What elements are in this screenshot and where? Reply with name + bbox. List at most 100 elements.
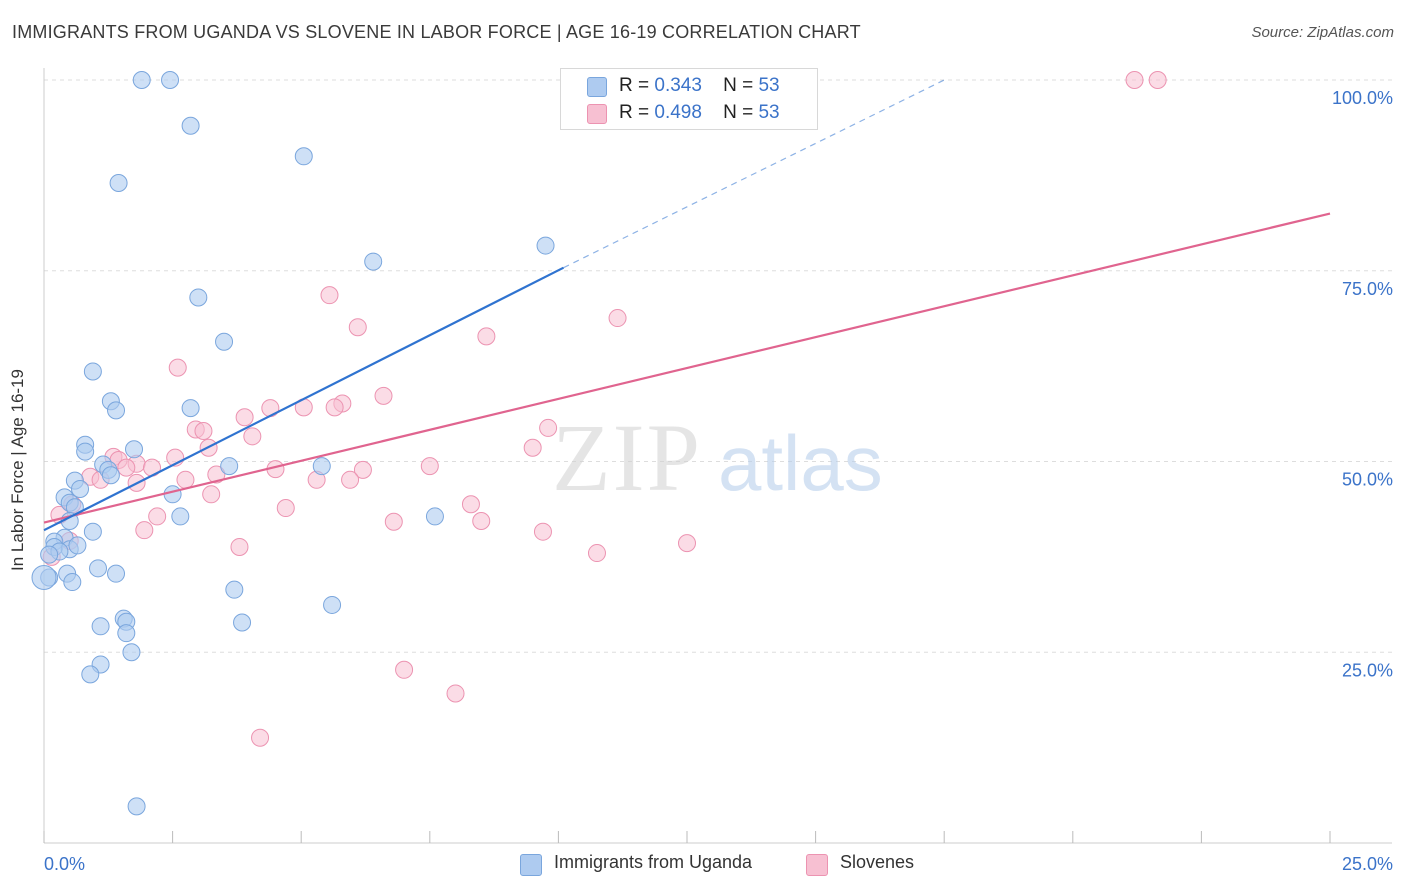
legend-swatch-blue <box>520 854 542 876</box>
data-point-uganda <box>132 71 151 89</box>
data-point-slovenes <box>117 458 136 477</box>
trend-line-uganda-extension <box>563 79 945 269</box>
data-point-uganda <box>68 536 87 555</box>
data-point-slovenes <box>341 470 360 489</box>
series-legend: Immigrants from Uganda Slovenes <box>0 852 1406 878</box>
data-point-slovenes <box>230 537 249 556</box>
data-point-slovenes <box>207 465 226 484</box>
y-tick-label: 25.0% <box>1342 660 1393 680</box>
legend-n-label: N = <box>723 75 754 96</box>
data-point-uganda <box>127 797 146 816</box>
data-point-uganda <box>76 442 95 461</box>
data-point-uganda <box>91 617 110 636</box>
data-point-slovenes <box>395 660 414 679</box>
data-point-slovenes <box>194 421 213 440</box>
data-point-uganda <box>83 362 102 381</box>
data-point-slovenes <box>461 495 480 514</box>
legend-n-label: N = <box>723 102 754 123</box>
data-point-slovenes <box>1148 71 1167 89</box>
data-point-uganda <box>122 643 141 662</box>
data-point-slovenes <box>320 286 339 305</box>
data-point-slovenes <box>523 438 542 457</box>
data-point-uganda <box>233 613 252 632</box>
legend-swatch-pink <box>806 854 828 876</box>
data-point-slovenes <box>477 327 496 346</box>
watermark-zip: ZIP <box>552 404 702 511</box>
legend-n-value: 53 <box>758 75 780 96</box>
uganda-points <box>31 71 555 816</box>
data-point-uganda <box>536 236 555 255</box>
data-point-uganda <box>63 573 82 592</box>
data-point-uganda <box>189 288 208 307</box>
source-credit: Source: ZipAtlas.com <box>1251 24 1394 41</box>
y-tick-label: 50.0% <box>1342 470 1393 490</box>
legend-label-uganda: Immigrants from Uganda <box>554 852 753 872</box>
data-point-slovenes <box>446 684 465 703</box>
y-tick-label: 100.0% <box>1332 88 1393 108</box>
data-point-uganda <box>225 580 244 599</box>
data-point-uganda <box>215 332 234 351</box>
axes <box>43 68 1392 844</box>
data-point-uganda <box>83 522 102 541</box>
data-point-slovenes <box>276 499 295 518</box>
x-tick-label: 25.0% <box>1342 854 1393 874</box>
legend-r-label: R = <box>619 102 650 123</box>
data-point-uganda <box>171 507 190 526</box>
data-point-uganda <box>425 507 444 526</box>
data-point-slovenes <box>384 512 403 531</box>
data-point-slovenes <box>608 309 627 328</box>
legend-swatch-pink <box>587 104 607 124</box>
data-point-slovenes <box>243 427 262 446</box>
data-point-slovenes <box>235 408 254 427</box>
legend-r-value: 0.498 <box>654 102 702 123</box>
grid-lines <box>44 79 1392 653</box>
data-point-slovenes <box>587 544 606 563</box>
data-point-slovenes <box>325 398 344 417</box>
data-point-uganda <box>109 174 128 193</box>
data-point-slovenes <box>353 460 372 479</box>
watermark-atlas: atlas <box>718 419 883 507</box>
data-point-slovenes <box>539 418 558 437</box>
data-point-slovenes <box>374 386 393 405</box>
data-point-slovenes <box>420 457 439 476</box>
data-point-slovenes <box>202 485 221 504</box>
data-point-uganda <box>161 71 180 89</box>
chart-title: IMMIGRANTS FROM UGANDA VS SLOVENE IN LAB… <box>12 22 861 42</box>
data-point-slovenes <box>472 512 491 531</box>
data-point-uganda <box>40 545 59 564</box>
data-point-uganda <box>220 457 239 476</box>
data-point-uganda <box>294 147 313 166</box>
legend-label-slovenes: Slovenes <box>840 852 915 872</box>
data-point-uganda <box>364 252 383 271</box>
data-point-uganda <box>163 485 182 504</box>
y-axis-label: In Labor Force | Age 16-19 <box>8 369 27 571</box>
watermark: ZIP atlas <box>552 404 883 511</box>
legend-r-value: 0.343 <box>654 75 702 96</box>
y-tick-label: 75.0% <box>1342 279 1393 299</box>
legend-n-value: 53 <box>758 102 780 123</box>
data-point-uganda <box>107 401 126 420</box>
trend-lines <box>43 79 1331 532</box>
data-point-uganda <box>125 440 144 459</box>
data-point-slovenes <box>168 358 187 377</box>
legend-swatch-blue <box>587 77 607 97</box>
data-point-uganda <box>101 466 120 485</box>
data-point-uganda <box>312 457 331 476</box>
data-point-slovenes <box>678 534 696 553</box>
correlation-legend: R = 0.343 N = 53 R = 0.498 N = 53 <box>560 68 818 130</box>
data-point-uganda <box>181 116 200 135</box>
data-point-uganda <box>71 479 90 498</box>
data-point-uganda <box>89 559 108 578</box>
data-point-uganda <box>323 595 342 614</box>
data-point-slovenes <box>135 521 154 540</box>
legend-r-label: R = <box>619 75 650 96</box>
trend-line-slovenes <box>43 212 1331 524</box>
trend-line-uganda <box>43 266 565 532</box>
data-point-uganda <box>181 399 200 418</box>
data-point-slovenes <box>348 318 367 337</box>
data-point-uganda <box>81 665 100 684</box>
data-point-slovenes <box>176 470 195 489</box>
data-point-uganda <box>107 564 126 583</box>
data-point-slovenes <box>533 522 552 541</box>
